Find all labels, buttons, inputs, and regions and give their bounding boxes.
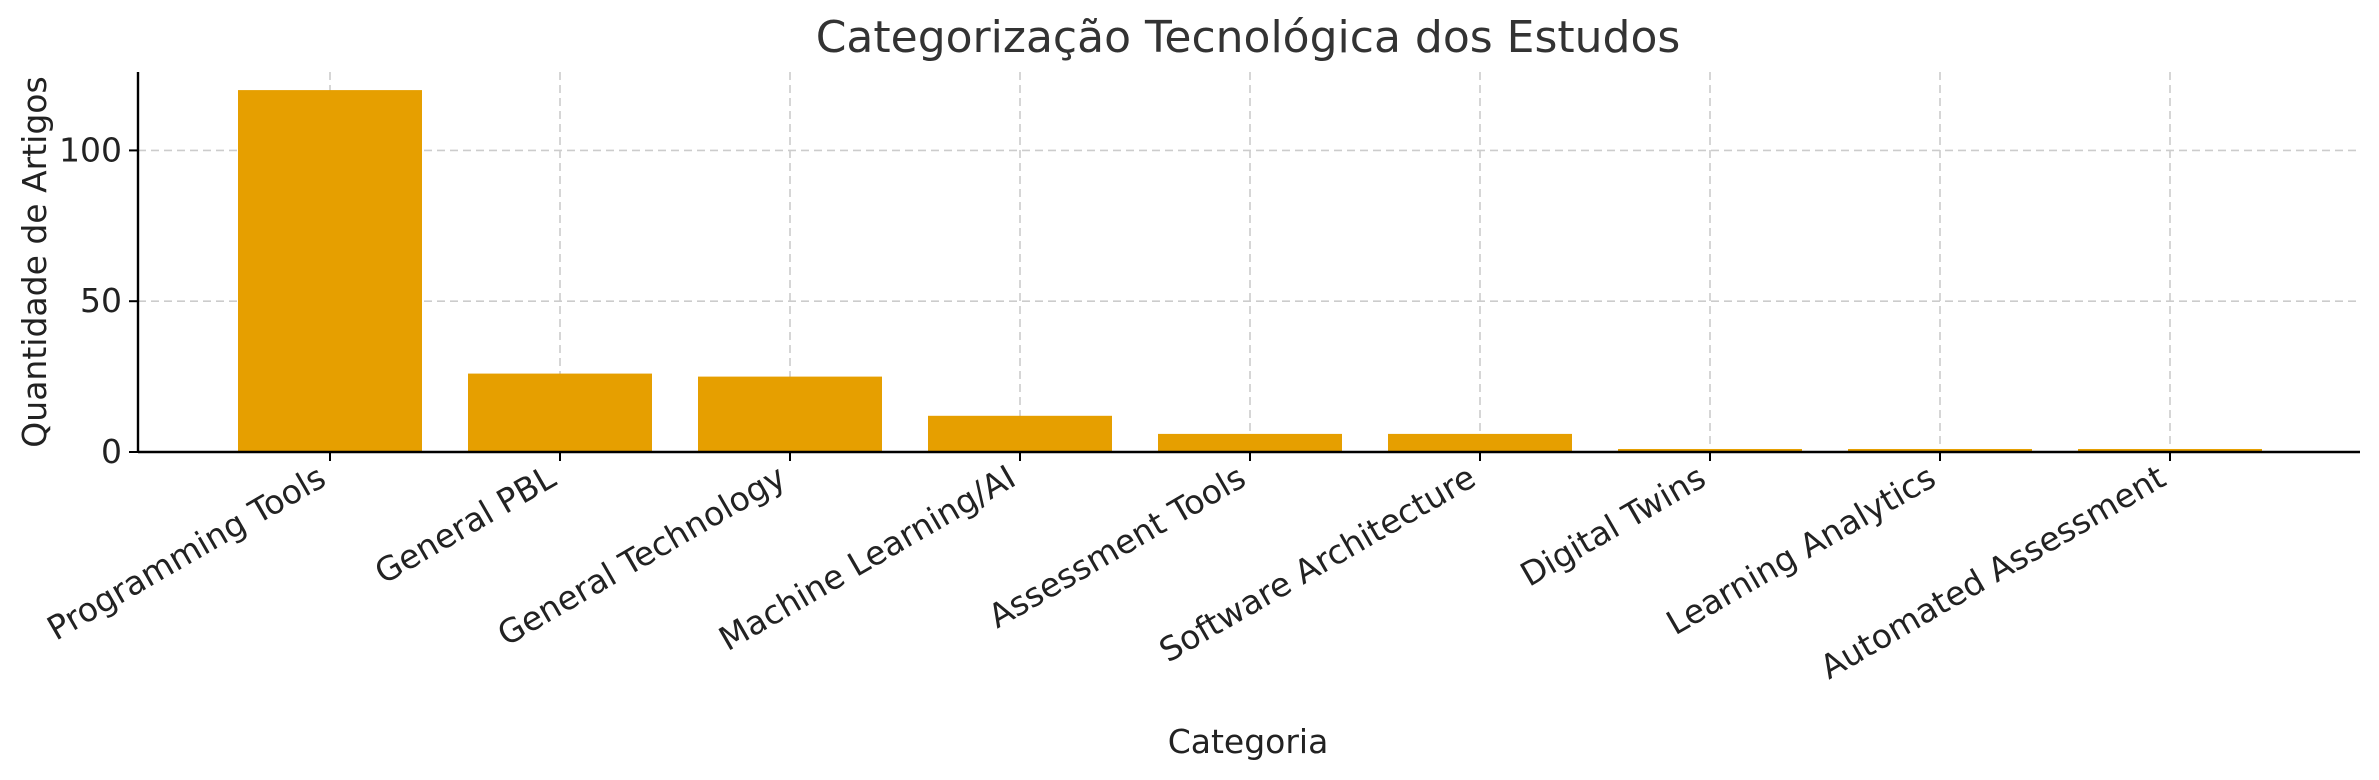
y-ticks: 0 50 100 (59, 130, 138, 471)
y-axis-title: Quantidade de Artigos (15, 76, 54, 447)
x-axis-title: Categoria (1168, 722, 1329, 761)
bar (928, 415, 1112, 452)
chart-title: Categorização Tecnológica dos Estudos (816, 12, 1681, 63)
x-tick-label: General PBL (368, 457, 563, 592)
bar (1158, 433, 1342, 452)
bars (238, 90, 2262, 452)
bar (1848, 448, 2032, 452)
bar (2078, 448, 2262, 452)
bar (468, 373, 652, 452)
bar (1618, 448, 1802, 452)
bar (1388, 433, 1572, 452)
y-tick-label: 50 (80, 281, 122, 320)
x-tick-label: Digital Twins (1514, 457, 1712, 594)
x-tick-label: Programming Tools (40, 457, 332, 648)
y-tick-label: 100 (59, 130, 122, 169)
y-tick-label: 0 (101, 432, 122, 471)
bar (698, 376, 882, 452)
bar (238, 90, 422, 452)
